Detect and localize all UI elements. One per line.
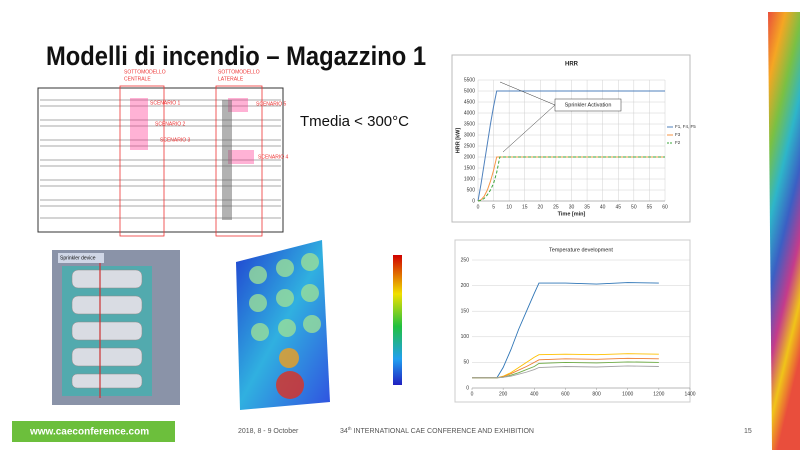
y-tick-label: 2000 (464, 154, 475, 160)
x-tick-label: 55 (647, 204, 653, 210)
x-tick-label: 25 (553, 204, 559, 210)
y-tick-label: 5500 (464, 77, 475, 83)
y-tick-label: 50 (463, 360, 469, 366)
plan-label: SCENARIO 3 (160, 137, 191, 143)
y-tick-label: 4500 (464, 99, 475, 105)
x-tick-label: 600 (561, 391, 570, 397)
url-box (12, 421, 175, 442)
event-name: INTERNATIONAL CAE CONFERENCE AND EXHIBIT… (352, 428, 534, 435)
series-line (477, 156, 665, 202)
sprinkler-image (52, 250, 180, 405)
x-tick-label: 15 (522, 204, 528, 210)
y-tick-label: 4000 (464, 110, 475, 116)
y-tick-label: 0 (466, 385, 469, 391)
y-tick-label: 0 (472, 198, 475, 204)
plan-label: SCENARIO 1 (150, 100, 181, 106)
image-label: Sprinkler device (60, 255, 96, 261)
decor-strip (768, 12, 800, 450)
y-tick-label: 5000 (464, 88, 475, 94)
x-tick-label: 5 (492, 204, 495, 210)
x-tick-label: 35 (584, 204, 590, 210)
x-tick-label: 400 (530, 391, 539, 397)
hrr-frame (451, 54, 691, 223)
event-number: 34 (340, 428, 348, 435)
y-tick-label: 200 (461, 283, 470, 289)
x-tick-label: 0 (471, 391, 474, 397)
chart-title: HRR (565, 62, 579, 68)
plan-label: SOTTOMODELLO (124, 69, 166, 75)
annotation: Sprinkler Activation (565, 102, 612, 108)
plan-label: SCENARIO 4 (258, 154, 289, 160)
y-axis-label: HRR [kW] (455, 128, 461, 154)
y-tick-label: 150 (461, 309, 470, 315)
plan-label: SOTTOMODELLO (218, 69, 260, 75)
footer-date: 2018, 8 - 9 October (238, 428, 299, 435)
legend-label: F3 (675, 132, 681, 137)
x-tick-label: 800 (592, 391, 601, 397)
x-tick-label: 20 (538, 204, 544, 210)
series-line (477, 156, 665, 202)
chart-title: Temperature development (549, 247, 613, 253)
x-tick-label: 50 (631, 204, 637, 210)
series-line (472, 282, 659, 379)
legend-label: F2 (675, 140, 681, 145)
slide-title: Modelli di incendio – Magazzino 1 (46, 42, 426, 72)
y-tick-label: 3500 (464, 121, 475, 127)
plan-label: SCENARIO 2 (155, 121, 186, 127)
x-tick-label: 1200 (653, 391, 664, 397)
x-tick-label: 10 (506, 204, 512, 210)
footer-url[interactable]: www.caeconference.com (29, 427, 149, 438)
page-number: 15 (744, 428, 752, 435)
footer-event: 34th INTERNATIONAL CAE CONFERENCE AND EX… (340, 426, 534, 435)
note: Tmedia < 300°C (300, 113, 409, 130)
floor-plan (37, 85, 284, 237)
temp-frame (454, 239, 691, 403)
annotation-arrow (499, 81, 556, 106)
y-tick-label: 100 (461, 334, 470, 340)
plan-label: LATERALE (218, 76, 244, 82)
y-tick-label: 500 (467, 187, 476, 193)
x-tick-label: 45 (615, 204, 621, 210)
y-tick-label: 3000 (464, 132, 475, 138)
plan-label: SCENARIO 5 (256, 101, 287, 107)
series-line (472, 365, 659, 379)
y-tick-label: 250 (461, 257, 470, 263)
x-tick-label: 1400 (684, 391, 695, 397)
legend-label: F1, F4, F5 (675, 124, 696, 129)
x-tick-label: 40 (600, 204, 606, 210)
x-axis-label: Time [min] (558, 211, 586, 217)
x-tick-label: 30 (569, 204, 575, 210)
x-tick-label: 60 (662, 204, 668, 210)
y-tick-label: 1000 (464, 176, 475, 182)
plan-label: CENTRALE (124, 76, 151, 82)
y-tick-label: 1500 (464, 165, 475, 171)
cfd-image (236, 240, 402, 410)
annotation-arrow (502, 104, 556, 153)
event-suffix: th (348, 426, 352, 431)
x-tick-label: 0 (477, 204, 480, 210)
x-tick-label: 1000 (622, 391, 633, 397)
y-tick-label: 2500 (464, 143, 475, 149)
series-line (477, 90, 665, 202)
x-tick-label: 200 (499, 391, 508, 397)
